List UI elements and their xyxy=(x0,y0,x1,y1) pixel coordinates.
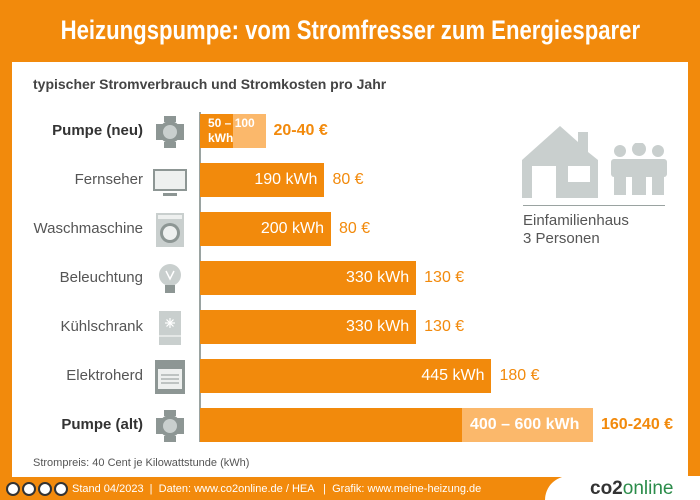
house-icon xyxy=(522,126,598,198)
title-bar: Heizungspumpe: vom Stromfresser zum Ener… xyxy=(0,0,700,60)
value-label: 50 – 100 kWh xyxy=(208,116,255,145)
bar xyxy=(200,212,331,246)
row-label: Pumpe (neu) xyxy=(52,122,143,139)
household-caption: Einfamilienhaus 3 Personen xyxy=(523,212,629,248)
household-type: Einfamilienhaus xyxy=(523,212,629,229)
bar xyxy=(200,261,417,295)
bar xyxy=(200,310,417,344)
divider xyxy=(523,205,665,206)
cost-label: 180 € xyxy=(499,367,540,384)
footer-credits: Stand 04/2023 | Daten: www.co2online.de … xyxy=(72,483,482,495)
bar xyxy=(200,408,462,442)
price-note: Strompreis: 40 Cent je Kilowattstunde (k… xyxy=(33,457,250,469)
cc-license-icons xyxy=(6,482,68,496)
value-label: 445 kWh xyxy=(421,367,485,384)
lightbulb-icon xyxy=(159,264,181,293)
nc-icon xyxy=(38,482,52,496)
value-label: 190 kWh xyxy=(254,171,318,188)
stove-icon xyxy=(155,360,185,394)
household-persons: 3 Personen xyxy=(523,230,600,247)
fridge-icon xyxy=(159,311,181,345)
logo-part-online: online xyxy=(622,478,674,499)
value-label: 330 kWh xyxy=(346,318,410,335)
chart-subtitle: typischer Stromverbrauch und Stromkosten… xyxy=(33,76,387,92)
row-label: Beleuchtung xyxy=(59,269,143,286)
value-label: 330 kWh xyxy=(346,269,410,286)
row-label: Kühlschrank xyxy=(60,318,143,335)
value-label: 400 – 600 kWh xyxy=(470,416,580,433)
cost-label: 80 € xyxy=(339,220,371,237)
bar xyxy=(200,163,325,197)
row-label: Pumpe (alt) xyxy=(61,416,143,433)
cost-label: 160-240 € xyxy=(601,416,674,433)
row-label: Elektroherd xyxy=(66,367,143,384)
washing-machine-icon xyxy=(156,213,184,247)
bar xyxy=(200,114,233,148)
tv-icon xyxy=(153,169,187,196)
bar xyxy=(200,359,492,393)
cost-label: 80 € xyxy=(332,171,364,188)
page-title: Heizungspumpe: vom Stromfresser zum Ener… xyxy=(60,15,640,45)
family-icon xyxy=(611,143,667,195)
cost-label: 20-40 € xyxy=(273,122,328,139)
logo-background xyxy=(545,476,700,500)
row-label: Waschmaschine xyxy=(33,220,143,237)
by-icon xyxy=(22,482,36,496)
cost-label: 130 € xyxy=(424,269,465,286)
cc-icon xyxy=(6,482,20,496)
row-label: Fernseher xyxy=(74,171,143,188)
logo-part-co2: co2 xyxy=(590,478,623,499)
nd-icon xyxy=(54,482,68,496)
pump-icon xyxy=(156,410,184,442)
cost-label: 130 € xyxy=(424,318,465,335)
co2online-logo: co2online xyxy=(590,478,673,500)
pump-icon xyxy=(156,116,184,148)
value-label: 200 kWh xyxy=(260,220,324,237)
